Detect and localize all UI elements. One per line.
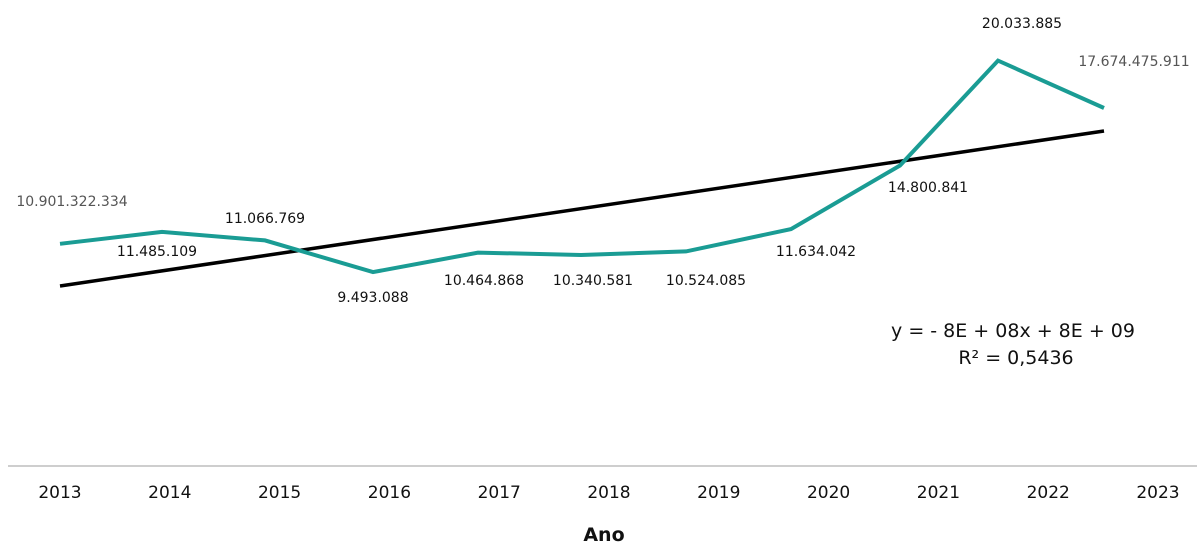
data-label: 11.066.769 [225, 211, 305, 227]
x-tick-label: 2019 [697, 483, 740, 503]
data-label: 9.493.088 [337, 290, 408, 306]
x-tick-label: 2020 [807, 483, 850, 503]
data-label: 17.674.475.911 [1078, 54, 1189, 70]
data-label: 20.033.885 [982, 16, 1062, 32]
x-tick-label: 2014 [148, 483, 191, 503]
trendline-r-squared: R² = 0,5436 [958, 347, 1073, 369]
data-label: 10.524.085 [666, 273, 746, 289]
data-label: 14.800.841 [888, 180, 968, 196]
x-tick-label: 2023 [1136, 483, 1179, 503]
x-tick-label: 2015 [258, 483, 301, 503]
x-tick-label: 2018 [587, 483, 630, 503]
data-label: 11.634.042 [776, 244, 856, 260]
data-label: 10.340.581 [553, 273, 633, 289]
data-label: 10.464.868 [444, 273, 524, 289]
x-axis-title: Ano [583, 524, 624, 546]
trendline-equation: y = - 8E + 08x + 8E + 09 [891, 320, 1135, 342]
data-label: 11.485.109 [117, 244, 197, 260]
x-tick-label: 2021 [917, 483, 960, 503]
x-tick-label: 2022 [1027, 483, 1070, 503]
trendline [60, 131, 1104, 286]
x-tick-label: 2013 [38, 483, 81, 503]
x-tick-label: 2016 [368, 483, 411, 503]
x-tick-label: 2017 [478, 483, 521, 503]
data-label: 10.901.322.334 [16, 194, 127, 210]
series-line [60, 61, 1104, 273]
